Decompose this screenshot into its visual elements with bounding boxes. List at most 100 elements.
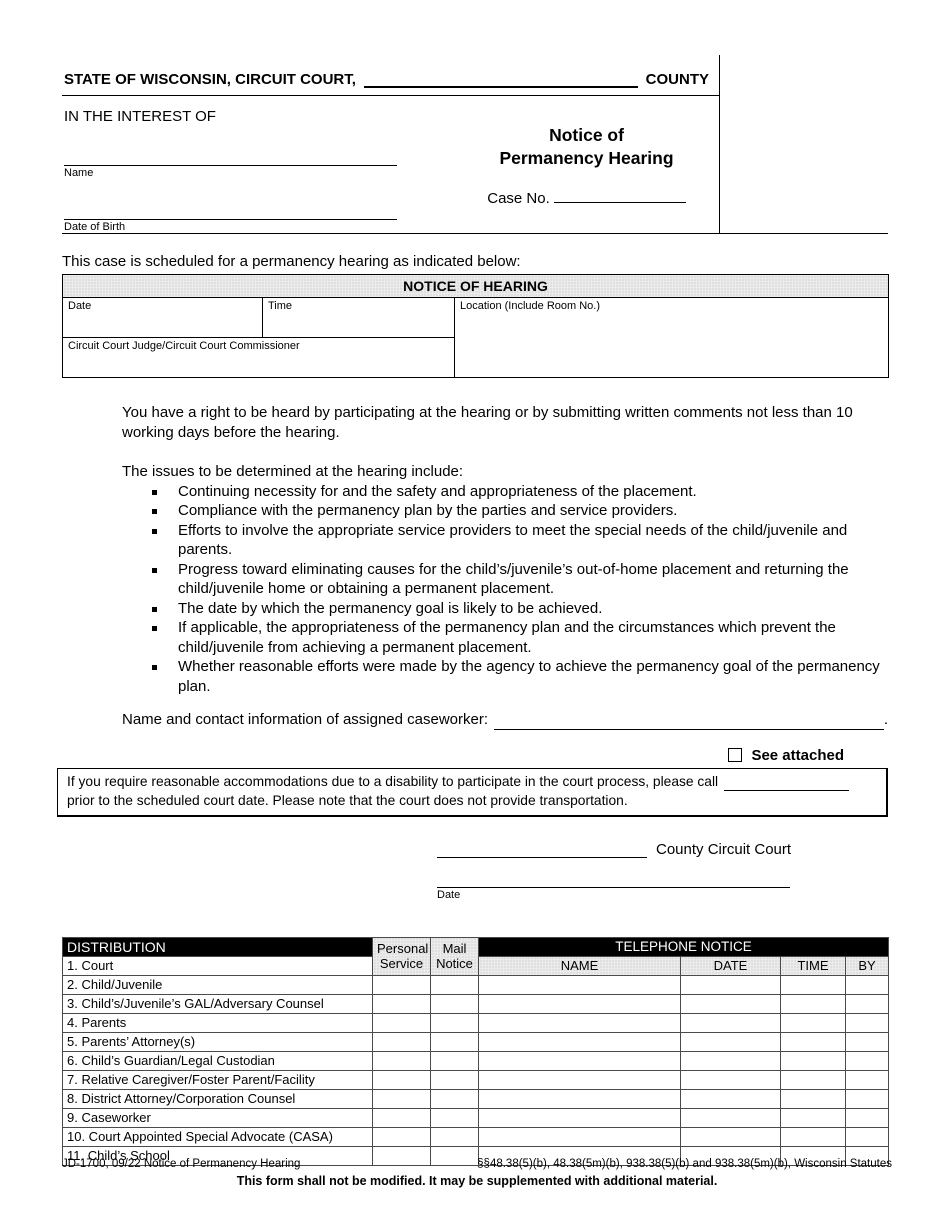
tel-name-cell[interactable]	[478, 1069, 681, 1090]
name-blank-field[interactable]	[64, 152, 397, 166]
tel-name-cell[interactable]	[478, 993, 681, 1014]
tel-by-cell[interactable]	[844, 1050, 890, 1071]
intro-text: This case is scheduled for a permanency …	[62, 253, 521, 270]
telephone-notice-header: TELEPHONE NOTICE	[477, 936, 890, 957]
mail-notice-cell[interactable]	[430, 993, 479, 1014]
caseworker-period: .	[883, 711, 888, 728]
tel-time-cell[interactable]	[780, 1088, 846, 1109]
mail-notice-cell[interactable]	[430, 1050, 479, 1071]
personal-header-line2: Service	[379, 956, 424, 971]
tel-by-cell[interactable]	[844, 993, 890, 1014]
personal-service-cell[interactable]	[372, 974, 431, 995]
distribution-row-label: 7. Relative Caregiver/Foster Parent/Faci…	[62, 1069, 373, 1090]
tel-time-header: TIME	[780, 955, 846, 976]
tel-time-cell[interactable]	[780, 1126, 846, 1147]
tel-date-cell[interactable]	[680, 974, 781, 995]
mail-notice-cell[interactable]	[430, 1031, 479, 1052]
tel-date-cell[interactable]	[680, 1012, 781, 1033]
name-label: Name	[64, 167, 94, 179]
tel-date-cell[interactable]	[680, 993, 781, 1014]
tel-date-cell[interactable]	[680, 1069, 781, 1090]
tel-date-cell[interactable]	[680, 1050, 781, 1071]
table-row: 5. Parents’ Attorney(s)	[62, 1031, 890, 1052]
hearing-date-cell[interactable]: Date	[62, 297, 263, 338]
hearing-location-label: Location (Include Room No.)	[460, 300, 601, 312]
distribution-header: DISTRIBUTION	[62, 936, 373, 957]
see-attached-checkbox[interactable]	[728, 748, 743, 762]
header-columns: IN THE INTEREST OF Name Date of Birth No…	[62, 96, 719, 233]
dob-label: Date of Birth	[64, 221, 126, 233]
tel-by-cell[interactable]	[844, 1012, 890, 1033]
tel-name-cell[interactable]	[478, 1031, 681, 1052]
tel-by-cell[interactable]	[844, 1145, 890, 1166]
tel-date-cell[interactable]	[680, 1126, 781, 1147]
phone-number-blank-field[interactable]	[724, 777, 850, 791]
accommodation-text1: If you require reasonable accommodations…	[67, 773, 719, 789]
tel-time-cell[interactable]	[780, 1069, 846, 1090]
tel-time-cell[interactable]	[780, 1031, 846, 1052]
tel-time-cell[interactable]	[780, 1107, 846, 1128]
hearing-location-cell[interactable]: Location (Include Room No.)	[453, 297, 890, 378]
tel-by-cell[interactable]	[844, 1126, 890, 1147]
caseworker-line: Name and contact information of assigned…	[122, 710, 888, 730]
personal-service-header: Personal Service	[372, 936, 431, 976]
personal-service-cell[interactable]	[372, 1126, 431, 1147]
mail-header-line1: Mail	[442, 941, 467, 956]
tel-by-cell[interactable]	[844, 1088, 890, 1109]
mail-notice-cell[interactable]	[430, 1126, 479, 1147]
table-row: 4. Parents	[62, 1012, 890, 1033]
hearing-time-cell[interactable]: Time	[262, 297, 455, 338]
distribution-row-label: 3. Child’s/Juvenile’s GAL/Adversary Coun…	[62, 993, 373, 1014]
tel-name-cell[interactable]	[478, 1088, 681, 1109]
tel-time-cell[interactable]	[780, 1012, 846, 1033]
personal-service-cell[interactable]	[372, 993, 431, 1014]
personal-service-cell[interactable]	[372, 1107, 431, 1128]
tel-by-cell[interactable]	[844, 1107, 890, 1128]
tel-by-cell[interactable]	[844, 1069, 890, 1090]
tel-time-cell[interactable]	[780, 974, 846, 995]
issues-list: Continuing necessity for and the safety …	[122, 482, 888, 697]
personal-service-cell[interactable]	[372, 1012, 431, 1033]
caseworker-label: Name and contact information of assigned…	[122, 711, 489, 728]
name-field: Name	[64, 152, 454, 179]
caseworker-blank-field[interactable]	[494, 715, 884, 730]
tel-by-cell[interactable]	[844, 974, 890, 995]
signature-section: County Circuit Court Date	[437, 841, 793, 901]
footer-notice: This form shall not be modified. It may …	[236, 1174, 718, 1188]
dob-blank-field[interactable]	[64, 206, 397, 220]
personal-service-cell[interactable]	[372, 1031, 431, 1052]
issue-item: Progress toward eliminating causes for t…	[122, 560, 888, 599]
personal-service-cell[interactable]	[372, 1088, 431, 1109]
mail-notice-cell[interactable]	[430, 974, 479, 995]
tel-by-cell[interactable]	[844, 1031, 890, 1052]
date-blank-field[interactable]	[437, 875, 790, 888]
tel-date-cell[interactable]	[680, 1107, 781, 1128]
hearing-judge-cell[interactable]: Circuit Court Judge/Circuit Court Commis…	[62, 337, 455, 378]
form-header: STATE OF WISCONSIN, CIRCUIT COURT, COUNT…	[62, 55, 888, 234]
tel-name-cell[interactable]	[478, 1126, 681, 1147]
tel-name-cell[interactable]	[478, 1107, 681, 1128]
dob-field: Date of Birth	[64, 206, 454, 233]
interest-of-section: IN THE INTEREST OF Name Date of Birth	[62, 108, 454, 233]
tel-name-cell[interactable]	[478, 1050, 681, 1071]
form-title-line1: Notice of	[549, 125, 624, 145]
case-number-blank-field[interactable]	[553, 189, 686, 203]
court-name-blank-field[interactable]	[437, 843, 647, 858]
mail-notice-cell[interactable]	[430, 1088, 479, 1109]
personal-service-cell[interactable]	[372, 1050, 431, 1071]
personal-service-cell[interactable]	[372, 1069, 431, 1090]
tel-name-cell[interactable]	[478, 974, 681, 995]
accommodation-notice-box: If you require reasonable accommodations…	[57, 767, 888, 817]
tel-date-cell[interactable]	[680, 1031, 781, 1052]
table-row: 3. Child’s/Juvenile’s GAL/Adversary Coun…	[62, 993, 890, 1014]
mail-notice-cell[interactable]	[430, 1012, 479, 1033]
tel-name-cell[interactable]	[478, 1012, 681, 1033]
mail-notice-cell[interactable]	[430, 1069, 479, 1090]
county-name-blank-field[interactable]	[363, 73, 638, 88]
mail-notice-cell[interactable]	[430, 1107, 479, 1128]
tel-time-cell[interactable]	[780, 993, 846, 1014]
see-attached-label: See attached	[751, 746, 844, 764]
table-row: 11. Child’s School	[62, 1145, 890, 1166]
tel-date-cell[interactable]	[680, 1088, 781, 1109]
tel-time-cell[interactable]	[780, 1050, 846, 1071]
